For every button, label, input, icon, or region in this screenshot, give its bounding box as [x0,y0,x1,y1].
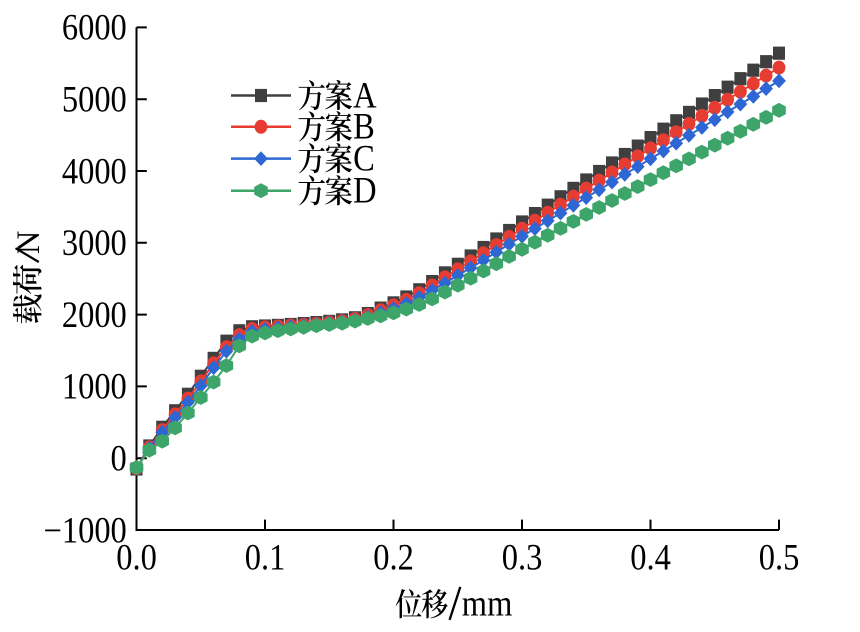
svg-text:1000: 1000 [62,367,127,407]
svg-text:0.4: 0.4 [630,538,671,578]
svg-text:N: N [11,231,47,254]
svg-text:0.1: 0.1 [245,538,286,578]
svg-text:C: C [353,139,375,179]
svg-text:6000: 6000 [62,8,127,48]
svg-text:4000: 4000 [62,152,127,192]
svg-text:0.0: 0.0 [116,538,157,578]
svg-text:D: D [353,171,376,211]
svg-text:A: A [353,76,376,116]
svg-text:mm: mm [462,584,513,624]
svg-text:3000: 3000 [62,223,127,263]
svg-text:0.2: 0.2 [373,538,414,578]
svg-text:5000: 5000 [62,80,127,120]
svg-text:0: 0 [111,439,127,479]
svg-text:0.3: 0.3 [502,538,543,578]
svg-text:0.5: 0.5 [759,538,800,578]
svg-text:B: B [353,107,375,147]
svg-text:2000: 2000 [62,295,127,335]
svg-text:−1000: −1000 [44,511,127,551]
